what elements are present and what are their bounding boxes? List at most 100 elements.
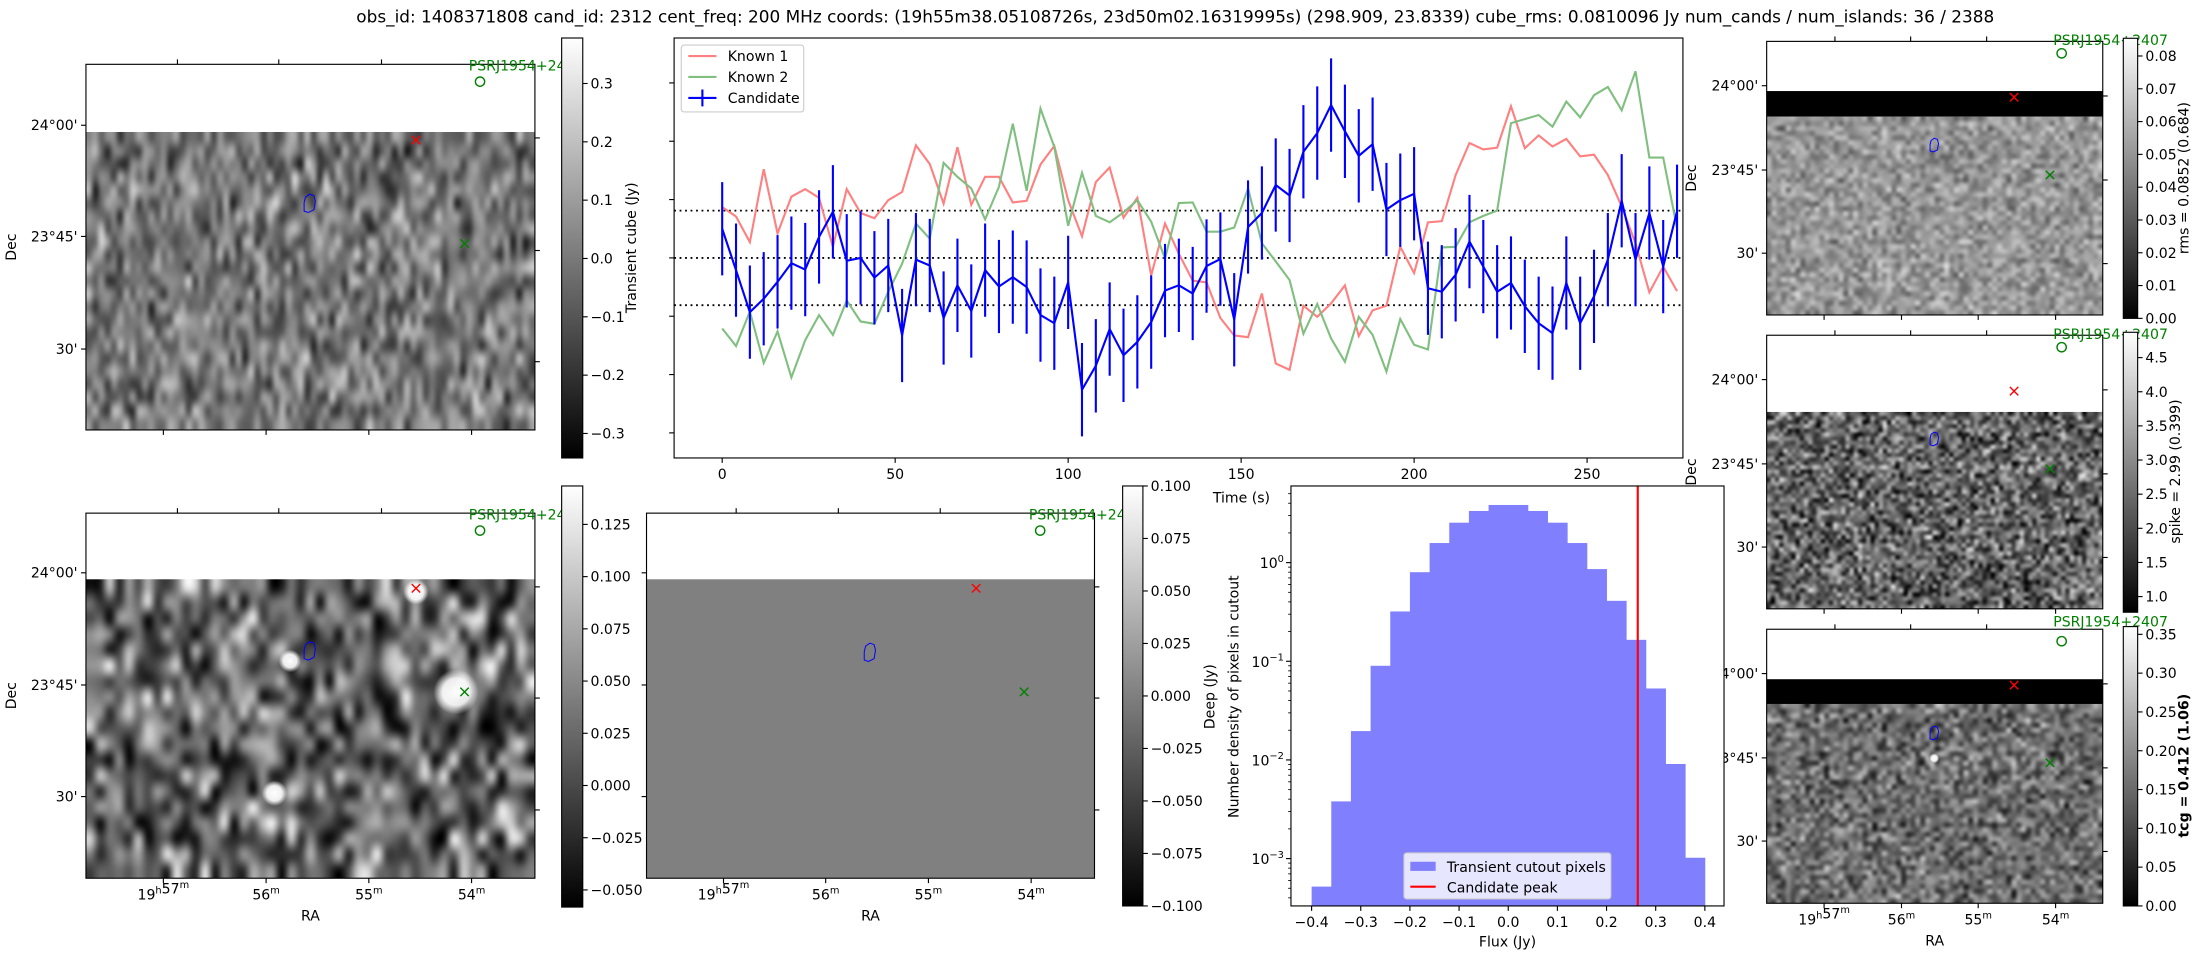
x-tick-label: −0.3 (1344, 915, 1378, 931)
ra-tick-label: 56m (1888, 911, 1916, 929)
known-source-circle-marker (2056, 341, 2068, 353)
x-stroke (459, 687, 470, 697)
axes-frame (1766, 334, 2104, 610)
known-source-circle-marker (2056, 47, 2068, 59)
colorbar-tick-label: 1.5 (2145, 556, 2167, 572)
ra-tick-unit: h (716, 886, 722, 897)
dec-axis-label: Dec (4, 234, 20, 261)
x-tick-label: 0.4 (1694, 915, 1716, 931)
dec-tick-label: 30' (1736, 834, 1758, 850)
ra-tick-unit: m (180, 880, 190, 891)
colorbar-tick-label: 0.3 (591, 77, 613, 93)
histogram-bar (1665, 763, 1686, 906)
ra-tick-value: 55 (355, 887, 373, 903)
legend-swatch (1410, 861, 1436, 871)
colorbar-frame (561, 37, 584, 459)
x-stroke (411, 583, 421, 594)
histogram-bar (1311, 886, 1332, 906)
colorbar-tick-label: 0.35 (2145, 627, 2176, 643)
colorbar-tick-label: 0.03 (2145, 213, 2176, 229)
candidate-island-contour (863, 642, 877, 663)
dec-tick-label: 24°00' (31, 566, 78, 582)
dec-tick-label: 30' (1736, 540, 1758, 556)
colorbar-gradient (561, 485, 583, 908)
colorbar-tick-label: −0.3 (591, 427, 625, 443)
colorbar-tick-label: 0.075 (1151, 532, 1191, 548)
histogram-bar (1350, 731, 1372, 906)
ra-tick-value: 55 (915, 887, 933, 903)
ra-axis-label: RA (301, 908, 320, 924)
candidate-island-contour (1929, 725, 1940, 741)
x-tick-label: 200 (1401, 467, 1428, 483)
candidate-island-contour (1929, 431, 1940, 447)
source-label-clip: PSRJ1954+2407 (2053, 33, 2168, 49)
colorbar-tick-label: 4.0 (2145, 385, 2167, 401)
colorbar-frame (2122, 37, 2139, 319)
sky-image (1766, 116, 2103, 315)
x-tick-label: 150 (1228, 467, 1255, 483)
x-stroke (2045, 464, 2055, 474)
axes-frame (1766, 40, 2104, 316)
ra-tick-value: 19 (1798, 912, 1816, 928)
legend-label: Known 1 (728, 49, 789, 65)
masked-band (1766, 679, 2103, 704)
tick-exponent: −2 (1269, 751, 1284, 762)
dec-axis-label: Dec (1684, 165, 1700, 192)
histogram-bar (1409, 572, 1431, 906)
x-stroke (411, 135, 421, 145)
colorbar-tick-label: 0.04 (2145, 180, 2176, 196)
colorbar-tick-label: 0.08 (2145, 49, 2176, 65)
colorbar-tick-label: 0.2 (591, 135, 613, 151)
ra-tick-label: 19h57m (1798, 905, 1850, 928)
colorbar-tick-label: 0.050 (1151, 584, 1191, 600)
ra-tick-unit: h (155, 886, 161, 897)
dec-tick-label: 30' (1736, 246, 1758, 262)
ra-tick-label: 19h57m (138, 880, 190, 903)
x-stroke (2009, 680, 2019, 690)
legend-label: Candidate (728, 91, 800, 107)
y-tick-label: 10−3 (1252, 850, 1284, 868)
sky-image (1766, 703, 2103, 904)
tick-exponent: 0 (1278, 554, 1284, 565)
sky-image (1766, 411, 2103, 609)
tick-base: 10 (1252, 754, 1270, 770)
colorbar-tick-label: 0.025 (1151, 637, 1191, 653)
ra-tick-value: 54 (2042, 912, 2060, 928)
x-tick-label: −0.2 (1393, 915, 1427, 931)
candidate-position-marker (2009, 680, 2019, 690)
source-label-clip: PSRJ1954+2407 (2053, 327, 2168, 343)
colorbar-tick-label: 0.01 (2145, 279, 2176, 295)
known-source-circle-marker (1034, 525, 1046, 536)
histogram-bar (1331, 801, 1352, 906)
colorbar-tick-label: −0.025 (591, 831, 643, 847)
colorbar-tick-label: 1.0 (2145, 590, 2167, 606)
known-source-marker (2045, 758, 2055, 768)
series-candidate (721, 58, 1679, 437)
x-tick-label: −0.4 (1295, 915, 1329, 931)
dec-tick-label: 24°00' (31, 118, 78, 134)
x-tick-label: 250 (1574, 467, 1601, 483)
known-source-circle-marker (2056, 635, 2068, 647)
x-stroke (2045, 758, 2055, 768)
legend-box (1403, 852, 1612, 900)
dec-tick-label: 23°45' (1712, 457, 1759, 473)
colorbar-deep_mid: 0.100 0.075 0.050 0.025 0.000 −0.025 −0.050 −0.… (1122, 479, 1219, 915)
ra-tick-unit: m (373, 886, 383, 897)
axes-frame (673, 37, 1684, 459)
colorbar-label: Transient cube (Jy) (624, 182, 640, 314)
known-source-label: PSRJ1954+2407 (2053, 614, 2168, 630)
x-tick-label: −0.1 (1442, 915, 1476, 931)
ra-tick-unit: m (1840, 905, 1850, 916)
colorbar-tick-label: 3.5 (2145, 419, 2167, 435)
ra-tick-label: 55m (355, 886, 383, 904)
colorbar-tick-label: 0.1 (591, 193, 613, 209)
series-line (721, 70, 1679, 381)
ra-tick-unit: m (1035, 886, 1045, 897)
legend-label: Known 2 (728, 70, 789, 86)
histogram-bar (1508, 504, 1529, 906)
dec-axis-label: Dec (1684, 458, 1700, 485)
dec-tick-label: 30' (56, 790, 78, 806)
histogram-bar (1606, 600, 1627, 906)
colorbar-tick-label: 0.00 (2145, 899, 2176, 915)
